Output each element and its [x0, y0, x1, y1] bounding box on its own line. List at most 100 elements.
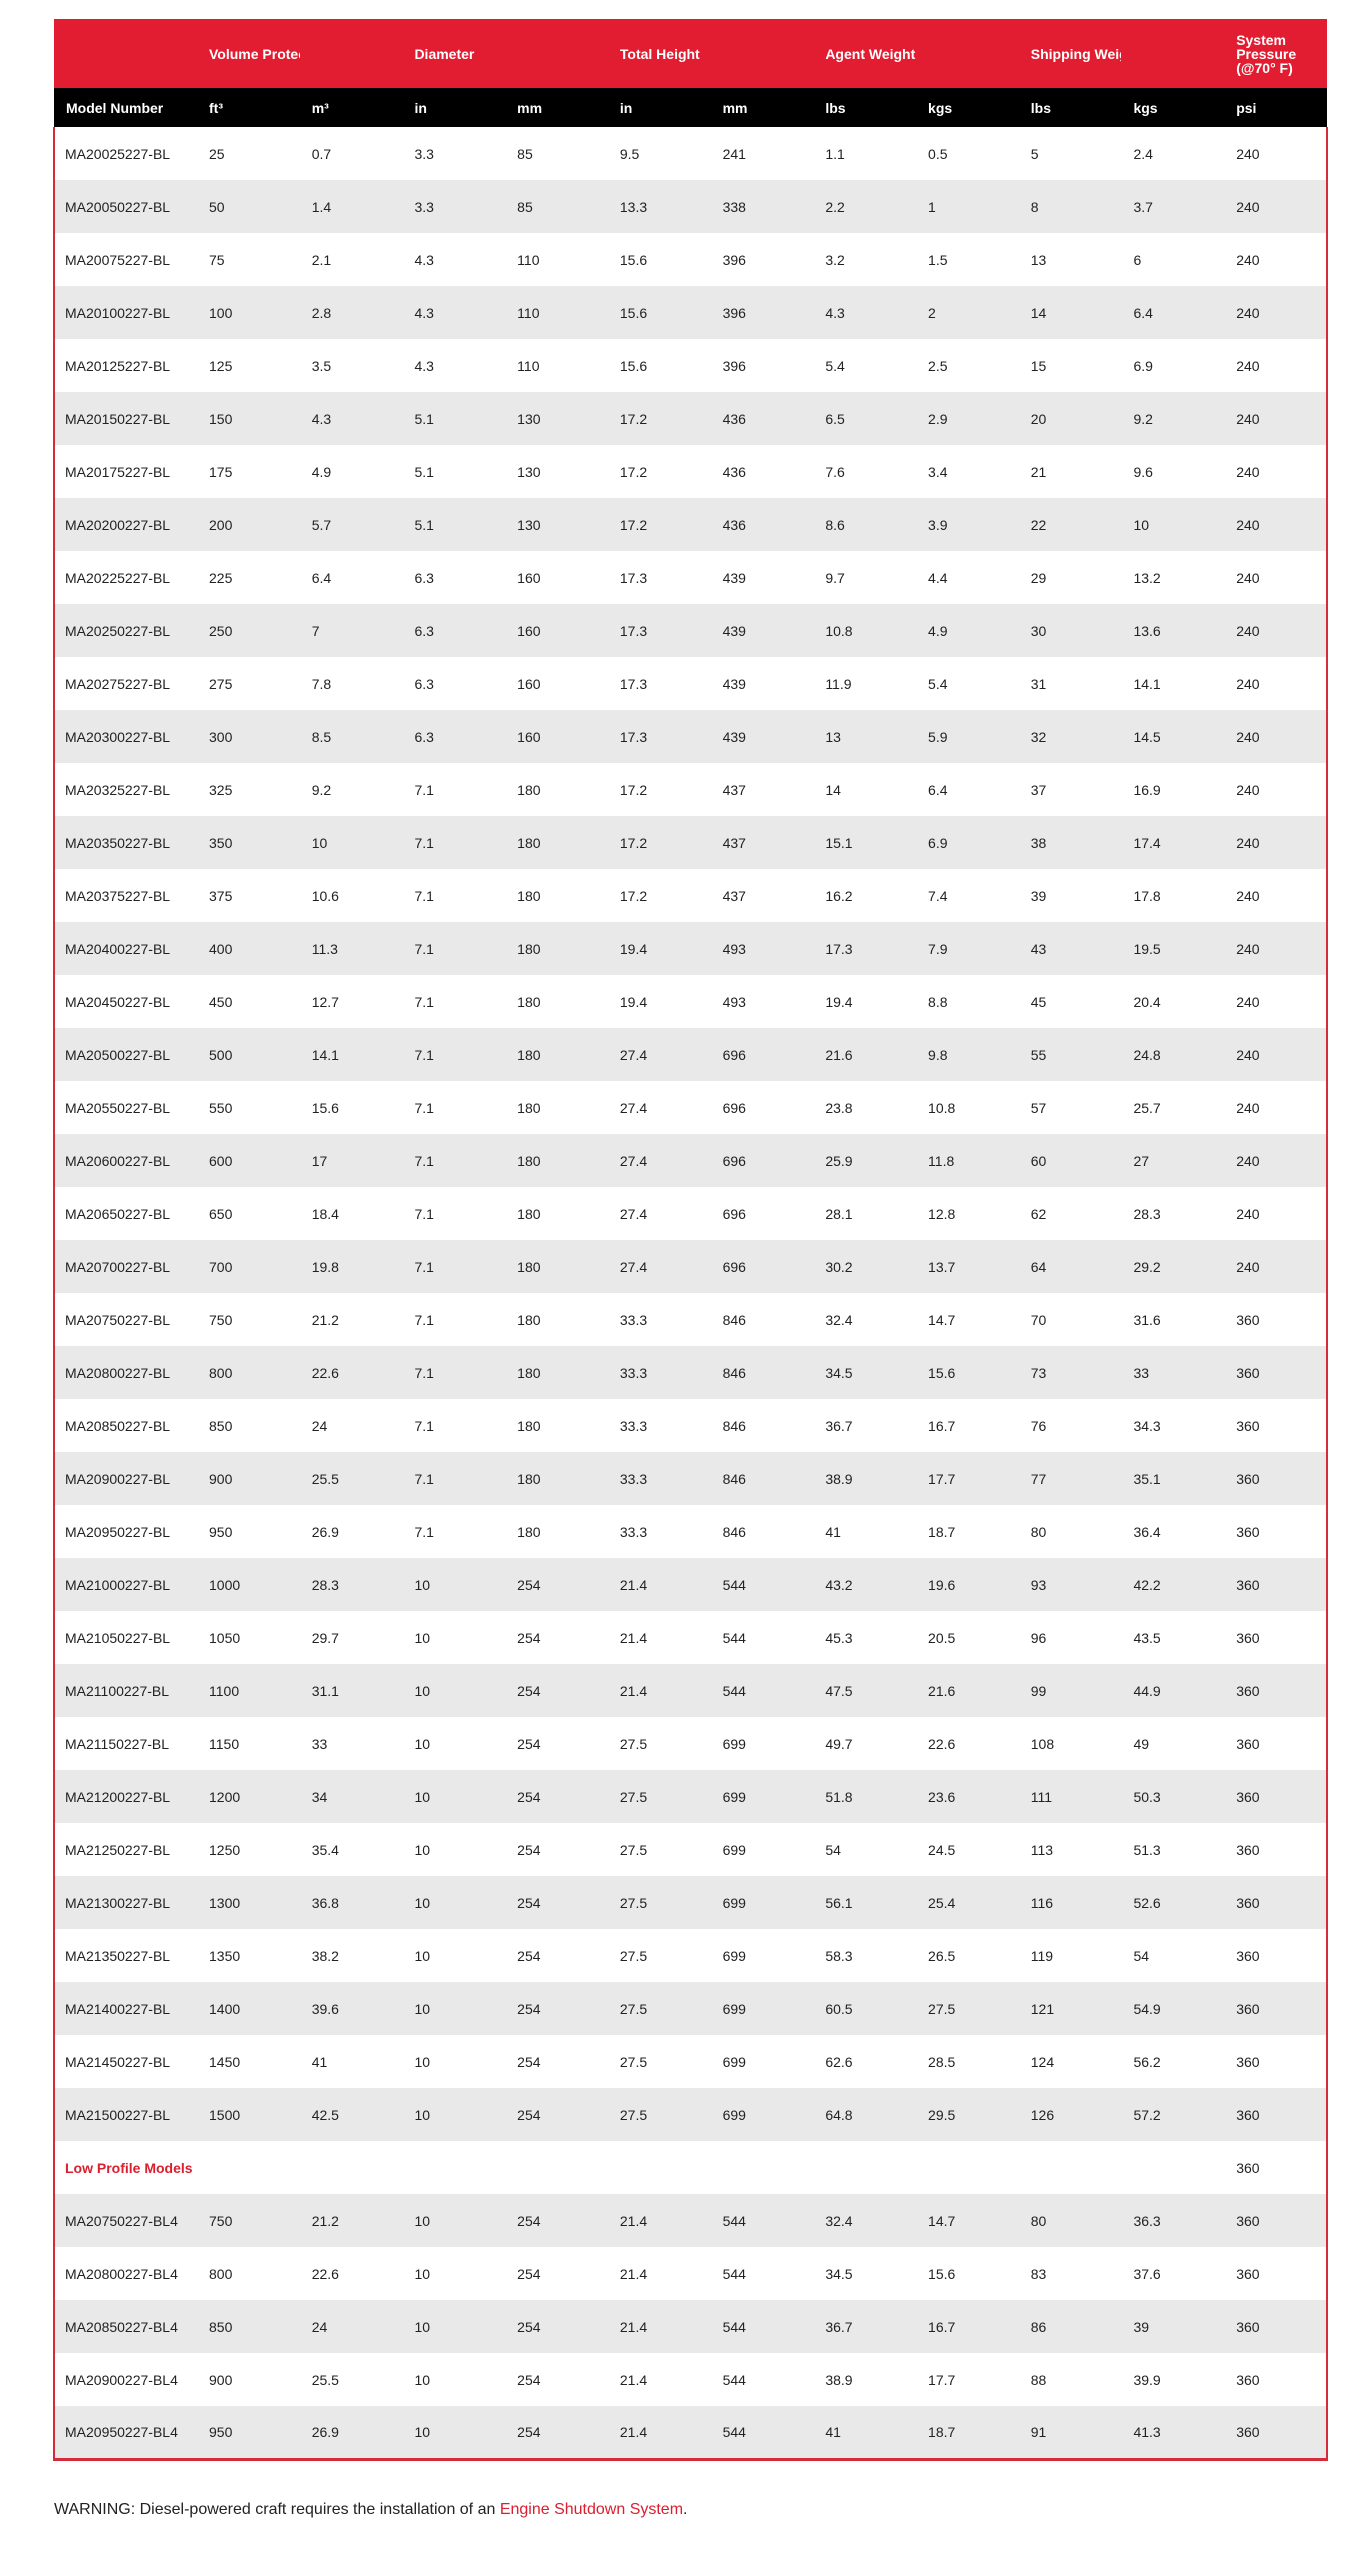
table-cell: 119	[1030, 1947, 1054, 1964]
group-header: Agent Weight	[813, 19, 917, 88]
table-cell: 750	[209, 1311, 233, 1328]
table-cell: 22.6	[311, 2265, 339, 2282]
model-number-cell: MA21100227-BL	[53, 1664, 197, 1717]
table-cell: 450	[209, 993, 233, 1010]
model-number-cell: MA20900227-BL4	[53, 2353, 197, 2406]
table-row: MA21300227-BL 1300 36.8 10 254 27.5 699 56.1 25.…	[53, 1876, 1328, 1929]
table-cell: 240	[1224, 816, 1328, 869]
table-cell: 699	[722, 1947, 746, 1964]
section-label: Low Profile Models	[53, 2141, 197, 2194]
table-cell: 47.5	[825, 1682, 853, 1699]
table-cell: 6.3	[414, 675, 434, 692]
table-row: MA20025227-BL 25 0.7 3.3 85 9.5 241 1.1 0.5 5 2.4 2…	[53, 127, 1328, 180]
group-header	[1121, 19, 1225, 88]
table-cell: 1.4	[311, 198, 332, 215]
table-row: MA20950227-BL4 950 26.9 10 254 21.4 544 41 18.7 9…	[53, 2406, 1328, 2461]
table-cell: 4.9	[311, 463, 332, 480]
table-cell: 14.1	[1133, 675, 1161, 692]
table-cell: 6.3	[414, 728, 434, 745]
table-cell: 240	[1224, 339, 1328, 392]
table-cell: 600	[209, 1152, 233, 1169]
table-row: MA21100227-BL 1100 31.1 10 254 21.4 544 47.5 21.…	[53, 1664, 1328, 1717]
table-cell: 150	[209, 410, 233, 427]
table-row: MA21500227-BL 1500 42.5 10 254 27.5 699 64.8 29.…	[53, 2088, 1328, 2141]
table-cell: 42.5	[311, 2106, 339, 2123]
table-cell: 254	[517, 2106, 541, 2123]
model-number-cell: MA20750227-BL4	[53, 2194, 197, 2247]
table-cell: 7.8	[311, 675, 332, 692]
model-number-cell: MA20200227-BL	[53, 498, 197, 551]
unit-header: mm	[710, 88, 814, 127]
table-cell: 21.4	[619, 1576, 648, 1593]
table-cell: 254	[517, 1841, 541, 1858]
table-cell: 26.9	[299, 2406, 403, 2461]
table-cell: 29.7	[311, 1629, 339, 1646]
group-header	[916, 19, 1019, 88]
table-cell: 10	[414, 1894, 431, 1911]
group-header	[710, 19, 814, 88]
table-cell: 846	[722, 1470, 746, 1487]
table-cell: 436	[722, 463, 746, 480]
table-cell: 16.7	[928, 1417, 956, 1434]
table-cell: 21.4	[619, 1629, 648, 1646]
table-cell: 17.3	[619, 569, 648, 586]
table-cell: 22.6	[311, 1364, 339, 1381]
model-number-cell: MA20225227-BL	[53, 551, 197, 604]
table-cell: 75	[209, 251, 225, 268]
table-cell: 240	[1224, 869, 1328, 922]
table-cell: 33.3	[619, 1311, 648, 1328]
group-header-row: Volume Protected Diameter Total Height Agen…	[54, 19, 1327, 88]
table-cell	[711, 2141, 814, 2194]
table-cell: 4.3	[414, 357, 434, 374]
table-cell: 35.4	[311, 1841, 339, 1858]
table-cell: 42.2	[1133, 1576, 1161, 1593]
table-cell: 4.4	[928, 569, 948, 586]
specs-table: Volume Protected Diameter Total Height Agen…	[53, 19, 1328, 2461]
model-number-cell: MA20950227-BL4	[53, 2406, 197, 2461]
table-cell: 99	[1030, 1682, 1047, 1699]
table-cell: 13.6	[1133, 622, 1161, 639]
engine-shutdown-system-link[interactable]: Engine Shutdown System	[499, 2501, 684, 2518]
table-cell: 91	[1018, 2406, 1122, 2461]
table-cell: 360	[1224, 1611, 1328, 1664]
table-cell: 254	[517, 2053, 541, 2070]
table-cell: 85	[517, 198, 533, 215]
table-cell: 6.4	[311, 569, 332, 586]
table-cell: 3.3	[414, 145, 434, 162]
table-cell: 31.1	[311, 1682, 339, 1699]
table-cell: 57	[1030, 1099, 1047, 1116]
table-cell: 699	[722, 1788, 746, 1805]
table-cell: 80	[1030, 1523, 1047, 1540]
model-number-cell: MA20650227-BL	[53, 1187, 197, 1240]
table-cell: 2.1	[311, 251, 332, 268]
table-cell: 8.8	[928, 993, 948, 1010]
table-row: MA20600227-BL 600 17 7.1 180 27.4 696 25.9 11.8 6…	[53, 1134, 1328, 1187]
table-cell: 88	[1030, 2371, 1047, 2388]
table-cell: 77	[1030, 1470, 1047, 1487]
table-row: MA20250227-BL 250 7 6.3 160 17.3 439 10.8 4.9 30 1…	[53, 604, 1328, 657]
table-cell: 180	[517, 1417, 541, 1434]
table-cell: 21.4	[619, 2371, 648, 2388]
table-cell: 34.5	[825, 1364, 853, 1381]
table-cell: 240	[1224, 1134, 1328, 1187]
table-cell: 180	[517, 781, 541, 798]
table-cell: 17.7	[928, 2371, 956, 2388]
table-cell: 58.3	[825, 1947, 853, 1964]
table-cell: 696	[722, 1046, 746, 1063]
table-cell: 437	[722, 781, 746, 798]
table-cell: 6.5	[825, 410, 845, 427]
table-cell: 18.7	[916, 2406, 1019, 2461]
table-cell: 21.6	[928, 1682, 956, 1699]
table-cell: 699	[722, 1841, 746, 1858]
table-cell: 110	[517, 357, 540, 374]
table-cell: 29.5	[928, 2106, 956, 2123]
table-cell: 254	[517, 1629, 541, 1646]
table-cell: 64	[1030, 1258, 1047, 1275]
table-cell: 38.9	[825, 2371, 853, 2388]
model-number-cell: MA20125227-BL	[53, 339, 197, 392]
table-cell: 21.4	[607, 2406, 711, 2461]
model-number-cell: MA20800227-BL	[53, 1346, 197, 1399]
table-cell: 60.5	[825, 2000, 853, 2017]
table-row: MA20275227-BL 275 7.8 6.3 160 17.3 439 11.9 5.4 3…	[53, 657, 1328, 710]
table-cell: 800	[209, 1364, 233, 1381]
